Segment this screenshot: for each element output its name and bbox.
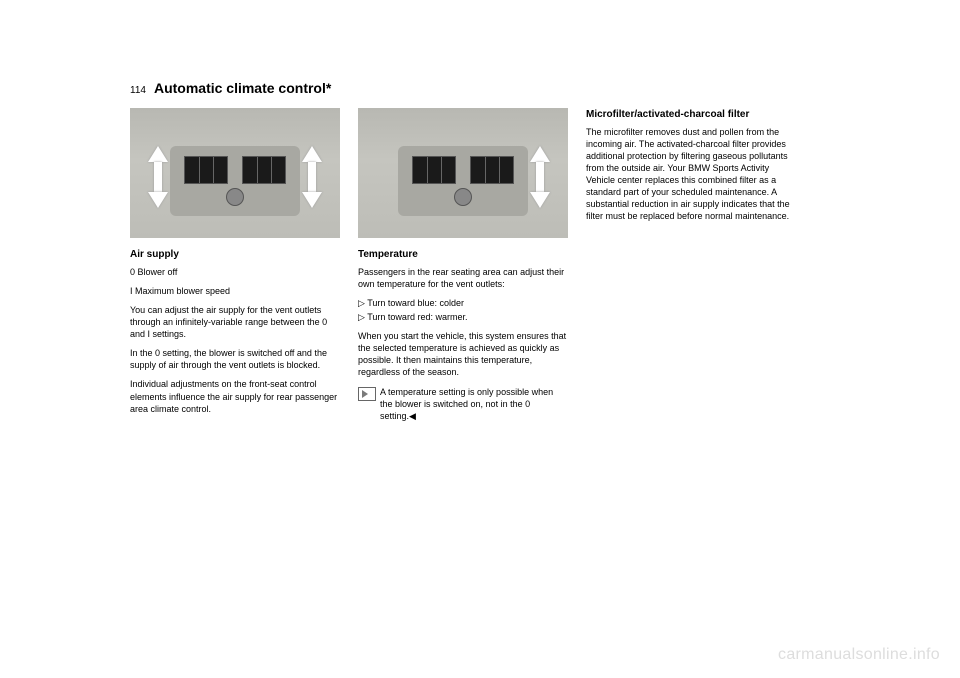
arrow-down-icon xyxy=(148,192,168,208)
manual-page: 114 Automatic climate control* 530de273 xyxy=(130,80,830,424)
vent-knob xyxy=(226,188,244,206)
note-icon xyxy=(358,387,376,401)
para-adjust-range: You can adjust the air supply for the ve… xyxy=(130,304,340,340)
para-microfilter: The microfilter removes dust and pollen … xyxy=(586,126,796,223)
para-front-seat-influence: Individual adjustments on the front-seat… xyxy=(130,378,340,414)
column-microfilter: Microfilter/activated-charcoal filter Th… xyxy=(586,108,796,424)
figure-air-supply: 530de273 xyxy=(130,108,340,238)
page-header: 114 Automatic climate control* xyxy=(130,80,830,96)
bullet-colder: ▷ Turn toward blue: colder xyxy=(358,297,568,309)
arrow-shaft xyxy=(536,162,544,192)
column-temperature: 530de274 Temperature Passengers in the r… xyxy=(358,108,568,424)
para-zero-setting: In the 0 setting, the blower is switched… xyxy=(130,347,340,371)
line-max-blower: I Maximum blower speed xyxy=(130,285,340,297)
arrow-down-icon xyxy=(302,192,322,208)
subhead-air-supply: Air supply xyxy=(130,248,340,262)
para-rear-adjust: Passengers in the rear seating area can … xyxy=(358,266,568,290)
arrow-down-icon xyxy=(530,192,550,208)
figure-code: 530de274 xyxy=(358,192,362,232)
vent-grille-left xyxy=(184,156,228,184)
vent-grille-left xyxy=(412,156,456,184)
para-system-maintain: When you start the vehicle, this system … xyxy=(358,330,568,379)
arrow-shaft xyxy=(154,162,162,192)
subhead-temperature: Temperature xyxy=(358,248,568,262)
line-blower-off: 0 Blower off xyxy=(130,266,340,278)
content-columns: 530de273 Air supply 0 Blower off I Maxim… xyxy=(130,108,830,424)
page-number: 114 xyxy=(130,85,146,96)
page-title: Automatic climate control* xyxy=(154,80,331,96)
vent-knob xyxy=(454,188,472,206)
watermark-text: carmanualsonline.info xyxy=(778,646,940,664)
vent-unit-illustration xyxy=(170,146,300,216)
note-block: A temperature setting is only possible w… xyxy=(358,386,568,422)
note-text: A temperature setting is only possible w… xyxy=(380,386,568,422)
arrow-up-icon xyxy=(530,146,550,162)
vent-grille-right xyxy=(470,156,514,184)
arrow-up-icon xyxy=(302,146,322,162)
figure-code: 530de273 xyxy=(130,192,134,232)
column-air-supply: 530de273 Air supply 0 Blower off I Maxim… xyxy=(130,108,340,424)
arrow-shaft xyxy=(308,162,316,192)
bullet-warmer: ▷ Turn toward red: warmer. xyxy=(358,311,568,323)
arrow-up-icon xyxy=(148,146,168,162)
vent-unit-illustration xyxy=(398,146,528,216)
figure-temperature: 530de274 xyxy=(358,108,568,238)
subhead-microfilter: Microfilter/activated-charcoal filter xyxy=(586,108,796,122)
vent-grille-right xyxy=(242,156,286,184)
